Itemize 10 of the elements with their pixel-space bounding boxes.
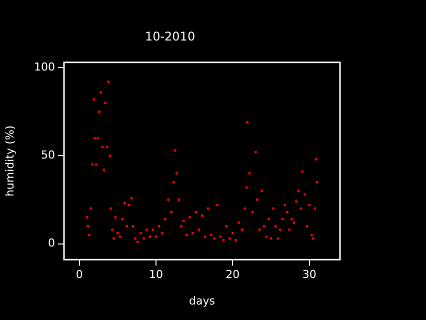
y-axis-title: humidity (%) [3,125,16,197]
y-tick-label: 50 [41,148,55,162]
x-tick-label: 30 [302,268,316,282]
y-tick-label: 0 [48,236,55,250]
y-tick-label: 100 [34,60,55,74]
x-axis-title: days [189,294,216,308]
x-tick-label: 10 [149,268,163,282]
x-tick-label: 0 [76,268,83,282]
x-tick-label: 20 [226,268,240,282]
chart-title: 10-2010 [144,29,196,44]
